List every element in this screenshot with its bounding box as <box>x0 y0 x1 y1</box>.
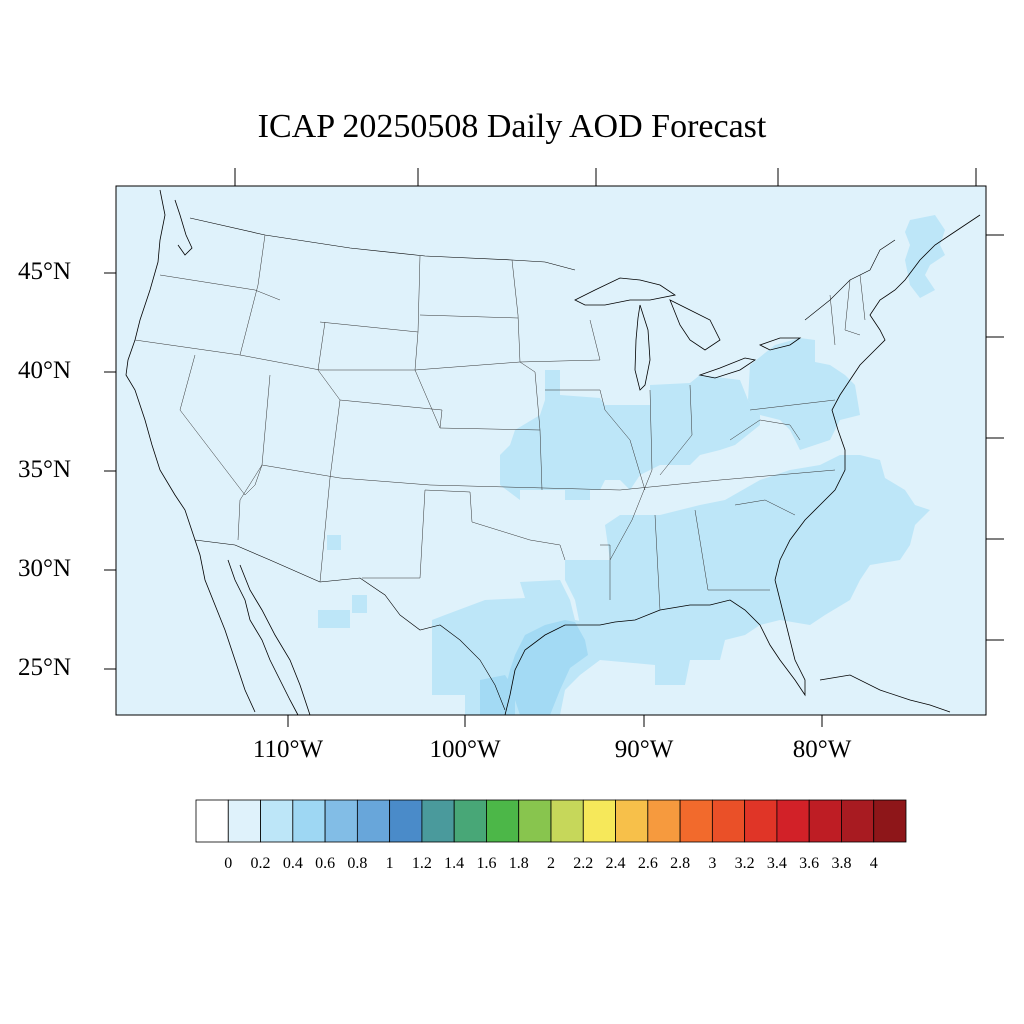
aod-region-nm-spot <box>327 535 341 550</box>
colorbar-tick-label: 3.4 <box>766 855 787 872</box>
state-borders <box>134 234 866 611</box>
lat-label-25: 25°N <box>18 654 72 681</box>
aod-region-canada-east <box>905 215 945 298</box>
colorbar-swatch <box>647 799 681 843</box>
cuba-outline <box>819 674 951 713</box>
lat-label-40: 40°N <box>18 357 72 384</box>
colorbar-swatch <box>582 799 616 843</box>
baja-coast <box>227 559 299 716</box>
lake-michigan <box>634 304 651 391</box>
colorbar-swatch <box>292 799 326 843</box>
colorbar-tick-label: 2.8 <box>670 855 691 872</box>
colorbar-tick-label: 2.4 <box>605 855 626 872</box>
map-frame <box>115 185 987 716</box>
colorbar-tick-label: 1.6 <box>476 855 497 872</box>
colorbar-tick-label: 2.6 <box>637 855 658 872</box>
colorbar-swatch <box>615 799 649 843</box>
lon-label-100w: 100°W <box>429 736 501 763</box>
aod-region-layer <box>318 215 945 715</box>
colorbar-swatch <box>389 799 423 843</box>
lat-ticks <box>104 272 116 670</box>
colorbar-swatch <box>324 799 358 843</box>
colorbar-tick-label: 3 <box>708 855 717 872</box>
colorbar-swatch <box>486 799 520 843</box>
colorbar-tick-label: 3.8 <box>831 855 852 872</box>
lake-ontario <box>758 337 802 351</box>
colorbar-tick-label: 0 <box>224 855 233 872</box>
colorbar-swatch <box>421 799 455 843</box>
aod-region-texas-coast-high <box>480 675 515 715</box>
lon-ticks <box>287 715 823 727</box>
colorbar-swatch <box>841 799 875 843</box>
colorbar-swatch <box>873 799 907 843</box>
colorbar-tick-label: 2.2 <box>573 855 594 872</box>
aod-region-northeast <box>748 338 860 450</box>
lat-label-45: 45°N <box>18 258 72 285</box>
colorbar-swatch <box>260 799 294 843</box>
colorbar-tick-label: 2 <box>547 855 555 872</box>
aod-region-high-layer <box>480 620 588 715</box>
colorbar-tick-label: 1.4 <box>444 855 465 872</box>
lake-erie <box>698 357 757 379</box>
colorbar-swatch <box>550 799 584 843</box>
colorbar-swatch <box>776 799 810 843</box>
colorbar-swatch <box>195 799 229 843</box>
map-outlines <box>125 189 981 716</box>
lon-label-80w: 80°W <box>792 736 852 763</box>
colorbar-swatch <box>679 799 713 843</box>
puget-sound <box>174 199 193 256</box>
colorbar-tick-label: 3.2 <box>734 855 755 872</box>
lon-label-110w: 110°W <box>252 736 324 763</box>
colorbar-tick-label: 0.4 <box>282 855 303 872</box>
top-ticks <box>234 168 977 186</box>
aod-region-gulf-coast-high <box>505 620 588 715</box>
colorbar-tick-label: 4 <box>869 855 878 872</box>
colorbar-swatch <box>744 799 778 843</box>
colorbar-tick-label: 0.8 <box>347 855 368 872</box>
aod-region-southeast <box>565 455 930 685</box>
colorbar-swatch <box>453 799 487 843</box>
colorbar-tick-label: 0.6 <box>315 855 336 872</box>
lat-label-30: 30°N <box>18 555 72 582</box>
lake-superior <box>574 277 677 306</box>
aod-region-mexico-spot-1 <box>318 610 350 628</box>
lat-label-35: 35°N <box>18 456 72 483</box>
colorbar-swatch <box>356 799 391 843</box>
west-coastline <box>125 189 256 713</box>
aod-region-mexico-spot-2 <box>352 595 367 613</box>
chart-title: ICAP 20250508 Daily AOD Forecast <box>257 108 767 145</box>
colorbar-tick-label: 3.6 <box>799 855 820 872</box>
lon-label-90w: 90°W <box>614 736 674 763</box>
right-ticks <box>986 234 1004 641</box>
lake-huron <box>669 299 721 351</box>
mexico-west-coast <box>239 564 311 716</box>
us-mexico-border <box>194 539 506 711</box>
colorbar-tick-label: 1.2 <box>411 855 432 872</box>
gulf-coastline <box>504 579 806 716</box>
colorbar-tick-label: 0.2 <box>250 855 271 872</box>
colorbar-tick-label: 1.8 <box>508 855 529 872</box>
colorbar-swatch <box>518 799 552 843</box>
colorbar-swatch <box>808 799 842 843</box>
colorbar-swatch <box>227 799 261 843</box>
colorbar <box>195 799 907 843</box>
colorbar-tick-label: 1 <box>385 855 394 872</box>
atlantic-coastline <box>774 214 981 581</box>
aod-region-midwest <box>500 370 760 500</box>
colorbar-swatch <box>711 799 746 843</box>
